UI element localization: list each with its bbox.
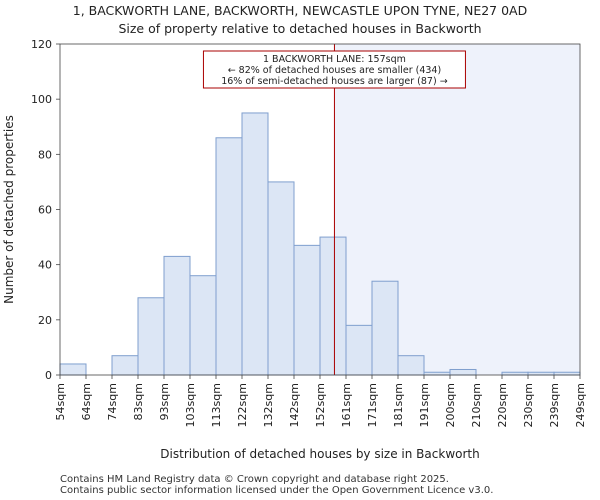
x-tick-label: 191sqm [418, 383, 431, 427]
x-axis-label: Distribution of detached houses by size … [160, 447, 479, 461]
bar-54sqm [59, 363, 87, 376]
x-tick-label: 113sqm [210, 383, 223, 427]
annotation-line-2: ← 82% of detached houses are smaller (43… [228, 65, 441, 76]
bar-220sqm [501, 371, 529, 376]
x-tick-label: 93sqm [158, 383, 171, 420]
bar-152sqm [319, 236, 347, 376]
x-tick-label: 83sqm [132, 383, 145, 420]
y-tick-label: 0 [45, 369, 52, 382]
x-tick-label: 122sqm [236, 383, 249, 427]
bar-181sqm [397, 355, 425, 376]
bar-122sqm [241, 112, 269, 376]
footer-licence: Contains public sector information licen… [60, 485, 494, 496]
bar-239sqm [553, 371, 581, 376]
chart-title: 1, BACKWORTH LANE, BACKWORTH, NEWCASTLE … [72, 3, 528, 18]
bar-83sqm [137, 297, 165, 376]
bar-200sqm [449, 368, 477, 376]
bar-142sqm [293, 244, 321, 376]
annotation-line-1: 1 BACKWORTH LANE: 157sqm [263, 54, 406, 65]
x-tick-label: 210sqm [470, 383, 483, 427]
x-tick-label: 152sqm [314, 383, 327, 427]
x-tick-label: 249sqm [574, 383, 587, 427]
bar-132sqm [267, 181, 295, 376]
y-tick-label: 60 [38, 204, 52, 217]
x-tick-label: 181sqm [392, 383, 405, 427]
bar-171sqm [371, 280, 399, 376]
x-tick-label: 239sqm [548, 383, 561, 427]
bar-230sqm [527, 371, 555, 376]
x-tick-label: 54sqm [54, 383, 67, 420]
x-tick-label: 230sqm [522, 383, 535, 427]
bar-191sqm [423, 371, 451, 376]
bar-103sqm [189, 275, 217, 376]
y-tick-label: 40 [38, 259, 52, 272]
annotation-line-3: 16% of semi-detached houses are larger (… [221, 76, 448, 87]
annotation-box [202, 50, 466, 89]
x-tick-label: 220sqm [496, 383, 509, 427]
y-tick-label: 20 [38, 314, 52, 327]
bar-161sqm [345, 324, 373, 376]
x-tick-label: 64sqm [80, 383, 93, 420]
bar-74sqm [111, 355, 139, 376]
y-tick-label: 100 [31, 93, 52, 106]
x-tick-label: 74sqm [106, 383, 119, 420]
chart-subtitle: Size of property relative to detached ho… [118, 21, 482, 36]
x-tick-label: 161sqm [340, 383, 353, 427]
bar-113sqm [215, 137, 243, 376]
footer-copyright: Contains HM Land Registry data © Crown c… [60, 474, 449, 485]
x-tick-label: 142sqm [288, 383, 301, 427]
x-tick-label: 171sqm [366, 383, 379, 427]
x-tick-label: 103sqm [184, 383, 197, 427]
bar-93sqm [163, 255, 191, 376]
y-tick-label: 120 [31, 38, 52, 51]
x-tick-label: 200sqm [444, 383, 457, 427]
x-tick-label: 132sqm [262, 383, 275, 427]
y-tick-label: 80 [38, 148, 52, 161]
y-axis-label: Number of detached properties [2, 115, 16, 304]
